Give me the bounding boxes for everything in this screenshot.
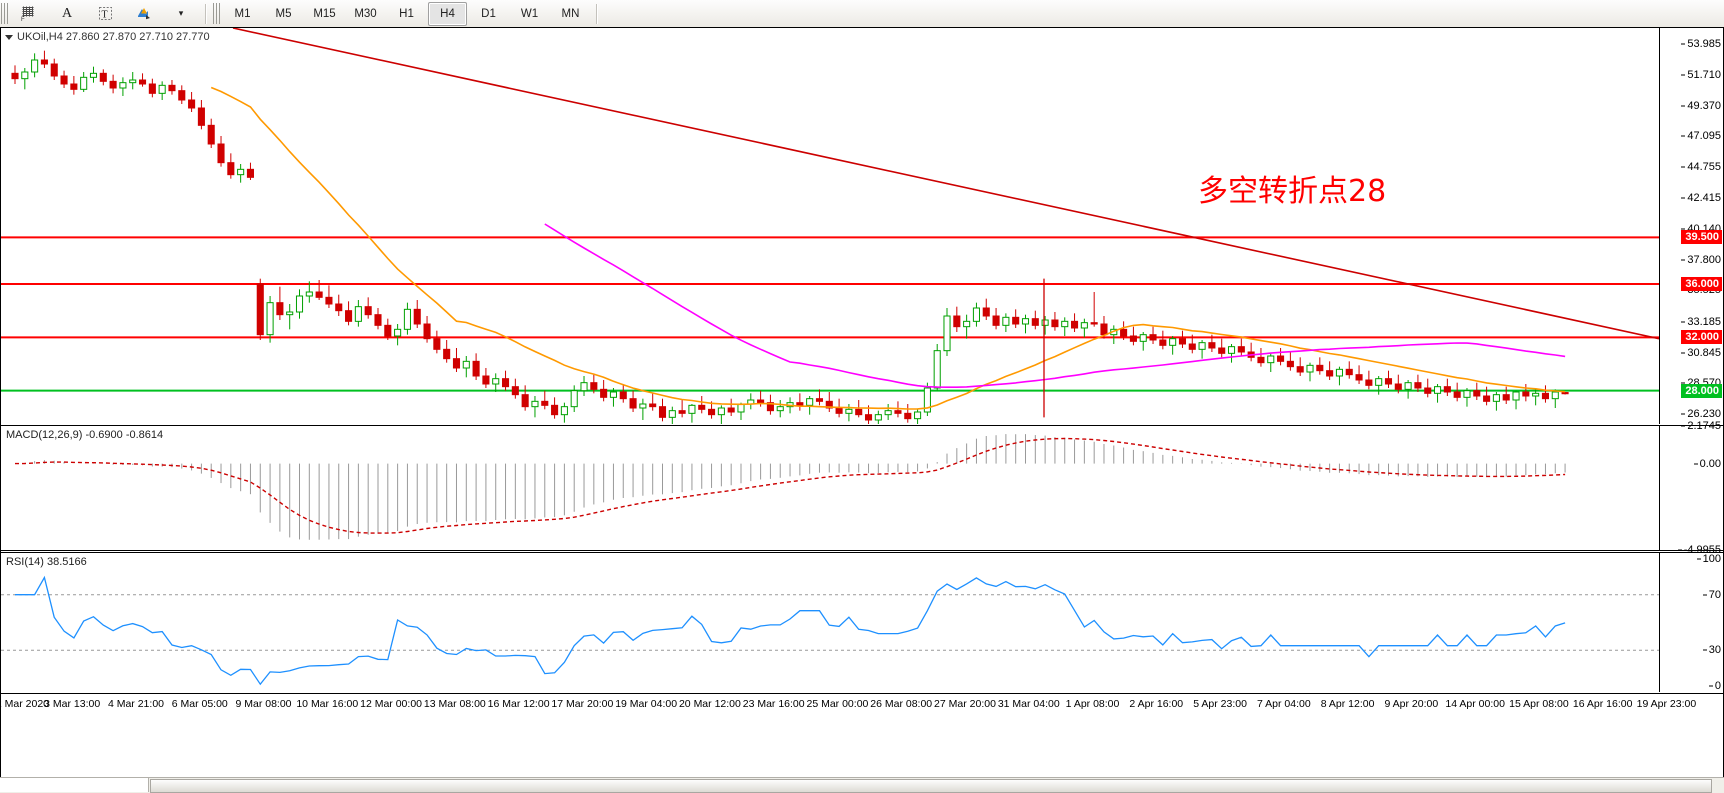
crosshair-grid-icon[interactable]: F bbox=[11, 2, 47, 26]
macd-title: MACD(12,26,9) -0.6900 -0.8614 bbox=[6, 429, 164, 441]
svg-text:F: F bbox=[21, 17, 25, 23]
rsi-plot-area[interactable] bbox=[1, 553, 1659, 692]
symbol-ohlc-header: UKOil,H4 27.860 27.870 27.710 27.770 bbox=[5, 31, 210, 43]
timeframe-h1[interactable]: H1 bbox=[399, 7, 414, 20]
price-tick-12: 26.230 bbox=[1681, 408, 1721, 420]
time-label-10: 19 Mar 04:00 bbox=[615, 698, 678, 710]
chart-annotation-text: 多空转折点28 bbox=[1198, 174, 1387, 209]
time-label-21: 8 Apr 12:00 bbox=[1320, 698, 1375, 710]
scrollbar-thumb[interactable] bbox=[150, 779, 1712, 793]
price-level-label-resistance[interactable]: 36.000 bbox=[1681, 277, 1722, 291]
time-label-14: 26 Mar 08:00 bbox=[870, 698, 933, 710]
macd-tick-1: 0.00 bbox=[1693, 458, 1721, 470]
macd-tick-0: 2.1745 bbox=[1681, 420, 1721, 432]
price-plot-area[interactable] bbox=[1, 28, 1659, 424]
time-label-1: 3 Mar 13:00 bbox=[44, 698, 101, 710]
price-chart-svg bbox=[1, 28, 1659, 424]
chart-frame: UKOil,H4 27.860 27.870 27.710 27.770 多空转… bbox=[0, 27, 1724, 793]
label-tool-icon[interactable]: T bbox=[87, 2, 123, 26]
price-tick-9: 33.185 bbox=[1681, 316, 1721, 328]
time-label-23: 14 Apr 00:00 bbox=[1445, 698, 1505, 710]
price-tick-3: 47.095 bbox=[1681, 130, 1721, 142]
rsi-tick-1: 70 bbox=[1702, 589, 1721, 601]
time-label-11: 20 Mar 12:00 bbox=[678, 698, 741, 710]
toolbar-grip-1[interactable] bbox=[1, 3, 8, 24]
time-label-4: 9 Mar 08:00 bbox=[235, 698, 292, 710]
timeframe-m1[interactable]: M1 bbox=[234, 7, 251, 20]
timeframe-m5[interactable]: M5 bbox=[275, 7, 292, 20]
time-label-26: 19 Apr 23:00 bbox=[1636, 698, 1697, 710]
time-label-18: 2 Apr 16:00 bbox=[1129, 698, 1184, 710]
timeframe-m15[interactable]: M15 bbox=[313, 7, 336, 20]
price-tick-10: 30.845 bbox=[1681, 347, 1721, 359]
svg-text:T: T bbox=[101, 10, 107, 21]
time-label-12: 23 Mar 16:00 bbox=[742, 698, 805, 710]
price-tick-7: 37.800 bbox=[1681, 254, 1721, 266]
timeframe-mn[interactable]: MN bbox=[561, 7, 580, 20]
price-tick-1: 51.710 bbox=[1681, 69, 1721, 81]
time-label-0: 2 Mar 2020 bbox=[0, 698, 50, 710]
price-level-label-resistance[interactable]: 32.000 bbox=[1681, 330, 1722, 345]
price-tick-4: 44.755 bbox=[1681, 161, 1721, 173]
timeframe-w1[interactable]: W1 bbox=[520, 7, 539, 20]
timeframe-d1[interactable]: D1 bbox=[481, 7, 496, 20]
scrollbar-left-box bbox=[0, 778, 149, 792]
price-tick-0: 53.985 bbox=[1681, 38, 1721, 50]
text-tool-icon[interactable]: A bbox=[61, 5, 73, 21]
time-label-25: 16 Apr 16:00 bbox=[1572, 698, 1633, 710]
time-label-3: 6 Mar 05:00 bbox=[171, 698, 228, 710]
collapse-triangle-icon[interactable] bbox=[5, 34, 13, 40]
symbol-ohlc-text: UKOil,H4 27.860 27.870 27.710 27.770 bbox=[17, 31, 210, 43]
time-label-19: 5 Apr 23:00 bbox=[1193, 698, 1247, 710]
time-label-15: 27 Mar 20:00 bbox=[934, 698, 996, 710]
time-label-6: 12 Mar 00:00 bbox=[360, 698, 422, 710]
macd-chart-svg bbox=[14, 434, 1566, 540]
rsi-title: RSI(14) 38.5166 bbox=[6, 556, 87, 568]
time-label-2: 4 Mar 21:00 bbox=[107, 698, 165, 710]
toolbar-separator-1 bbox=[205, 3, 207, 24]
time-label-8: 16 Mar 12:00 bbox=[487, 698, 550, 710]
time-axis[interactable]: 2 Mar 2020 3 Mar 13:00 4 Mar 21:00 6 Mar 05… bbox=[0, 693, 1723, 792]
time-label-22: 9 Apr 20:00 bbox=[1384, 698, 1439, 710]
rsi-tick-3: 0 bbox=[1708, 680, 1721, 692]
time-label-17: 1 Apr 08:00 bbox=[1065, 698, 1120, 710]
objects-dropdown-arrow-icon[interactable]: ▾ bbox=[178, 8, 184, 18]
price-level-label-resistance[interactable]: 39.500 bbox=[1681, 230, 1722, 245]
time-label-13: 25 Mar 00:00 bbox=[806, 698, 869, 710]
toolbar-grip-2[interactable] bbox=[213, 3, 220, 24]
time-label-5: 10 Mar 16:00 bbox=[296, 698, 359, 710]
time-label-9: 17 Mar 20:00 bbox=[551, 698, 614, 710]
rsi-tick-0: 100 bbox=[1696, 553, 1721, 565]
chart-toolbar: F A T ▾ bbox=[0, 0, 1724, 28]
rsi-pane[interactable]: RSI(14) 38.5166 100 70 30 0 bbox=[1, 552, 1723, 692]
price-axis[interactable]: 53.985 51.710 49.370 47.095 44.755 42.415 40.1… bbox=[1659, 28, 1723, 451]
price-tick-2: 49.370 bbox=[1681, 100, 1721, 112]
toolbar-separator-2 bbox=[596, 3, 598, 24]
timeframe-h4[interactable]: H4 bbox=[428, 1, 467, 26]
macd-axis[interactable]: 2.1745 0.00 -4.9955 bbox=[1659, 420, 1723, 556]
rsi-axis[interactable]: 100 70 30 0 bbox=[1659, 553, 1723, 692]
time-label-16: 31 Mar 04:00 bbox=[997, 698, 1060, 710]
horizontal-scrollbar[interactable] bbox=[0, 777, 1724, 793]
time-label-7: 13 Mar 08:00 bbox=[423, 698, 486, 710]
time-label-20: 7 Apr 04:00 bbox=[1256, 698, 1311, 710]
price-tick-5: 42.415 bbox=[1681, 192, 1721, 204]
time-label-24: 15 Apr 08:00 bbox=[1509, 698, 1569, 710]
timeframe-m30[interactable]: M30 bbox=[354, 7, 377, 20]
rsi-chart-svg bbox=[1, 575, 1659, 686]
macd-plot-area[interactable] bbox=[1, 426, 1659, 550]
price-level-label-support[interactable]: 28.000 bbox=[1681, 383, 1722, 398]
price-pane[interactable]: UKOil,H4 27.860 27.870 27.710 27.770 多空转… bbox=[1, 28, 1723, 451]
objects-list-icon[interactable] bbox=[125, 2, 161, 26]
rsi-tick-2: 30 bbox=[1702, 644, 1721, 656]
macd-pane[interactable]: MACD(12,26,9) -0.6900 -0.8614 2.1745 0.00… bbox=[1, 420, 1723, 556]
